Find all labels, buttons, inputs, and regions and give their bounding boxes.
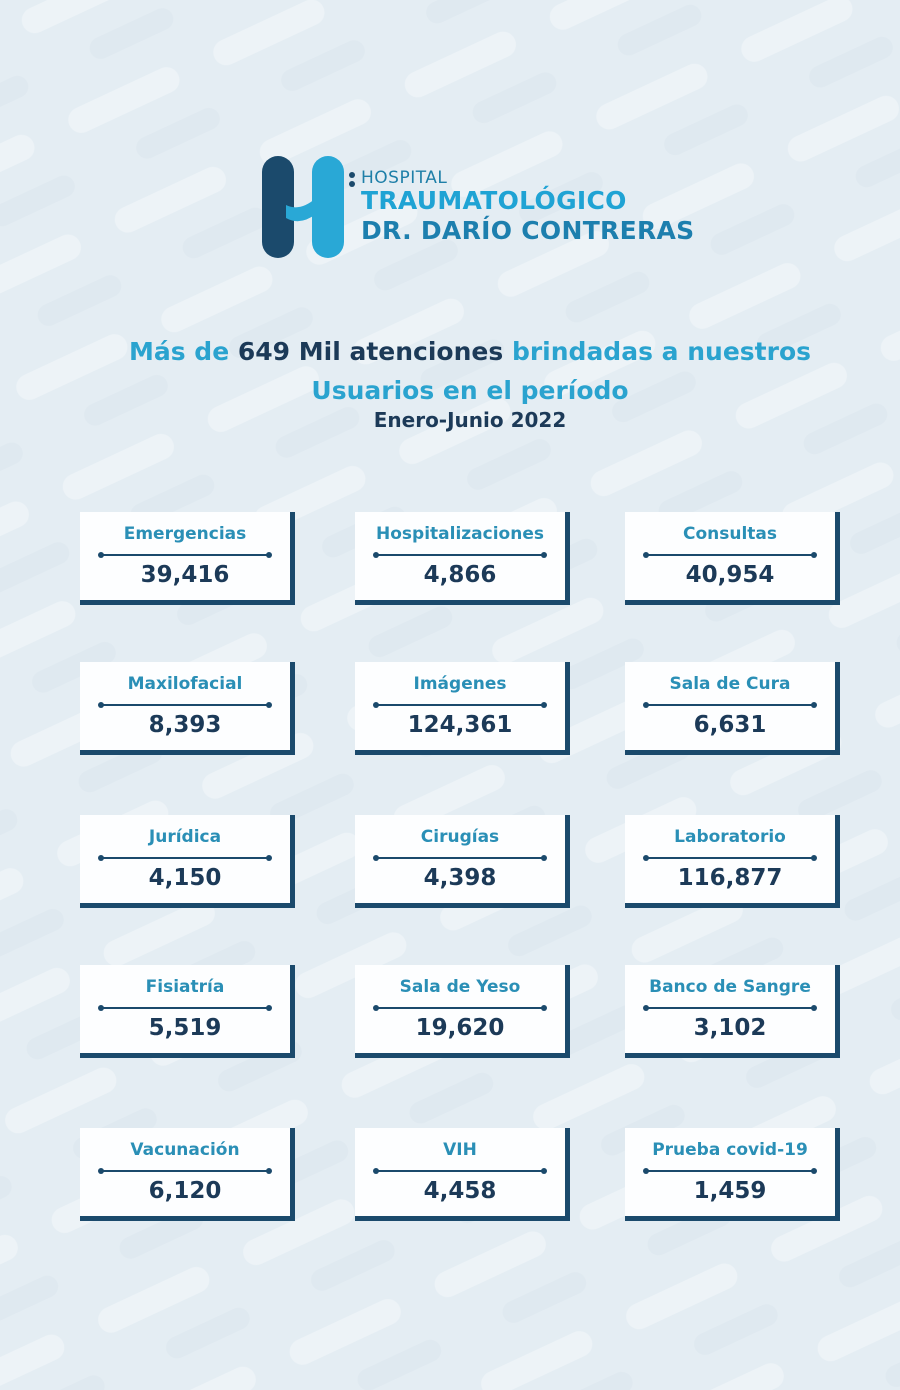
- stat-card: Consultas 40,954: [625, 512, 840, 605]
- logo-text: HOSPITAL: [361, 168, 448, 188]
- logo-text: TRAUMATOLÓGICO: [361, 186, 627, 215]
- divider: [373, 855, 547, 861]
- card-label: Consultas: [682, 524, 778, 544]
- divider: [643, 855, 817, 861]
- card-value: 3,102: [693, 1015, 767, 1041]
- card-label: Imágenes: [413, 674, 507, 694]
- headline-text: brindadas a nuestros Usuarios en el perí…: [311, 337, 812, 405]
- stat-card: Sala de Yeso 19,620: [355, 965, 570, 1058]
- divider: [643, 1168, 817, 1174]
- card-value: 6,120: [148, 1178, 222, 1204]
- stat-card: Prueba covid-19 1,459: [625, 1128, 840, 1221]
- card-label: Vacunación: [130, 1140, 240, 1160]
- divider: [98, 1168, 272, 1174]
- divider: [373, 552, 547, 558]
- headline-text: Más de: [128, 337, 238, 366]
- stat-card: Emergencias 39,416: [80, 512, 295, 605]
- card-value: 116,877: [677, 865, 783, 891]
- card-label: Banco de Sangre: [649, 977, 811, 997]
- logo-mark: [262, 156, 355, 258]
- divider: [373, 702, 547, 708]
- card-label: Maxilofacial: [127, 674, 243, 694]
- card-label: VIH: [443, 1140, 477, 1160]
- card-value: 8,393: [148, 712, 222, 738]
- card-value: 4,150: [148, 865, 222, 891]
- card-label: Hospitalizaciones: [376, 524, 544, 544]
- card-label: Emergencias: [123, 524, 247, 544]
- card-value: 4,866: [423, 562, 497, 588]
- stat-card: Jurídica 4,150: [80, 815, 295, 908]
- stat-card: Imágenes 124,361: [355, 662, 570, 755]
- divider: [98, 552, 272, 558]
- headline-text: 649 Mil atenciones: [237, 337, 504, 366]
- divider: [98, 1005, 272, 1011]
- card-value: 4,398: [423, 865, 497, 891]
- stat-card: Banco de Sangre 3,102: [625, 965, 840, 1058]
- card-label: Jurídica: [148, 827, 222, 847]
- stat-card: Sala de Cura 6,631: [625, 662, 840, 755]
- stat-card: VIH 4,458: [355, 1128, 570, 1221]
- stat-card: Cirugías 4,398: [355, 815, 570, 908]
- period: Enero-Junio 2022: [373, 408, 567, 432]
- card-value: 1,459: [693, 1178, 767, 1204]
- card-label: Sala de Cura: [669, 674, 791, 694]
- card-label: Cirugías: [420, 827, 500, 847]
- card-label: Fisiatría: [145, 977, 225, 997]
- card-label: Prueba covid-19: [652, 1140, 808, 1160]
- divider: [373, 1005, 547, 1011]
- card-value: 40,954: [685, 562, 775, 588]
- stat-card: Fisiatría 5,519: [80, 965, 295, 1058]
- stat-card: Hospitalizaciones 4,866: [355, 512, 570, 605]
- stat-card: Maxilofacial 8,393: [80, 662, 295, 755]
- logo-text: DR. DARÍO CONTRERAS: [361, 216, 695, 245]
- card-value: 5,519: [148, 1015, 222, 1041]
- card-value: 19,620: [415, 1015, 505, 1041]
- divider: [373, 1168, 547, 1174]
- stat-card: Vacunación 6,120: [80, 1128, 295, 1221]
- card-value: 124,361: [407, 712, 513, 738]
- divider: [643, 552, 817, 558]
- card-value: 6,631: [693, 712, 767, 738]
- card-value: 39,416: [140, 562, 230, 588]
- divider: [643, 1005, 817, 1011]
- divider: [643, 702, 817, 708]
- divider: [98, 702, 272, 708]
- stat-card: Laboratorio 116,877: [625, 815, 840, 908]
- card-label: Laboratorio: [674, 827, 786, 847]
- card-value: 4,458: [423, 1178, 497, 1204]
- divider: [98, 855, 272, 861]
- headline: Más de 649 Mil atenciones brindadas a nu…: [100, 332, 840, 410]
- card-label: Sala de Yeso: [399, 977, 521, 997]
